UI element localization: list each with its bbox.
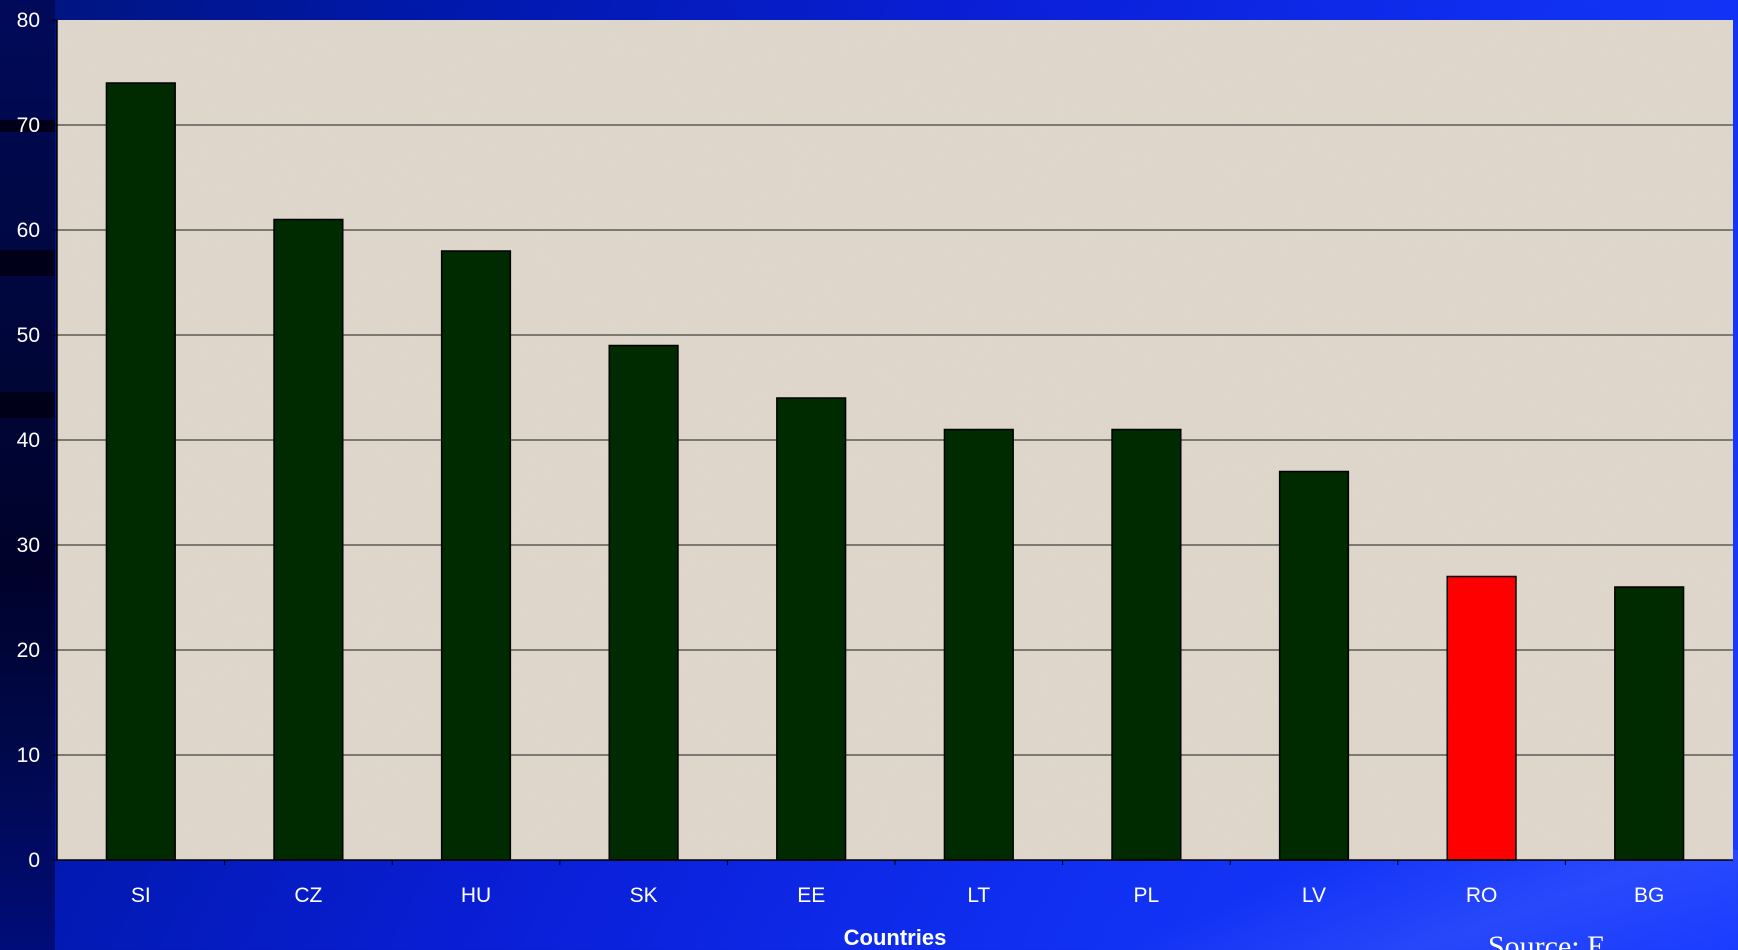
x-tick-label: SK bbox=[630, 884, 658, 907]
x-tick-label: EE bbox=[797, 884, 825, 907]
x-tick-label: BG bbox=[1634, 884, 1664, 907]
x-axis: SI CZ HU SK EE LT PL LV RO BG bbox=[57, 859, 1733, 907]
y-axis: 0 10 20 30 40 50 60 70 80 bbox=[17, 9, 58, 872]
bar-si bbox=[105, 82, 176, 861]
left-decor-strip bbox=[0, 0, 55, 950]
y-tick-label: 70 bbox=[17, 114, 40, 137]
x-tick-label: PL bbox=[1134, 884, 1160, 907]
y-tick-label: 20 bbox=[17, 639, 40, 662]
y-tick-label: 40 bbox=[17, 429, 40, 452]
y-tick-label: 80 bbox=[17, 9, 40, 32]
x-tick-label: SI bbox=[131, 884, 151, 907]
y-tick-label: 30 bbox=[17, 534, 40, 557]
bar-ee bbox=[776, 397, 847, 861]
x-tick-label: LV bbox=[1302, 884, 1326, 907]
decor-band bbox=[0, 250, 55, 276]
decor-band bbox=[0, 392, 55, 418]
decor-band bbox=[0, 120, 55, 132]
bar-lv bbox=[1278, 470, 1350, 861]
x-axis-title: Countries bbox=[844, 925, 947, 950]
bars bbox=[105, 82, 1685, 861]
background-sheen bbox=[938, 850, 1738, 950]
bar-bg bbox=[1614, 586, 1685, 861]
y-tick-label: 10 bbox=[17, 744, 40, 767]
bar-lt bbox=[943, 428, 1014, 861]
y-tick-label: 50 bbox=[17, 324, 40, 347]
x-tick-label: LT bbox=[967, 884, 990, 907]
x-tick-label: HU bbox=[461, 884, 491, 907]
x-tick-label: CZ bbox=[294, 884, 322, 907]
bar-pl bbox=[1111, 428, 1182, 861]
bar-hu bbox=[440, 250, 512, 861]
bar-ro bbox=[1446, 575, 1517, 861]
x-tick-label: RO bbox=[1466, 884, 1498, 907]
bar-cz bbox=[273, 218, 344, 861]
bar-sk bbox=[608, 344, 679, 861]
source-note: Source: E bbox=[1488, 930, 1606, 950]
y-tick-label: 60 bbox=[17, 219, 40, 242]
y-tick-label: 0 bbox=[28, 849, 40, 872]
